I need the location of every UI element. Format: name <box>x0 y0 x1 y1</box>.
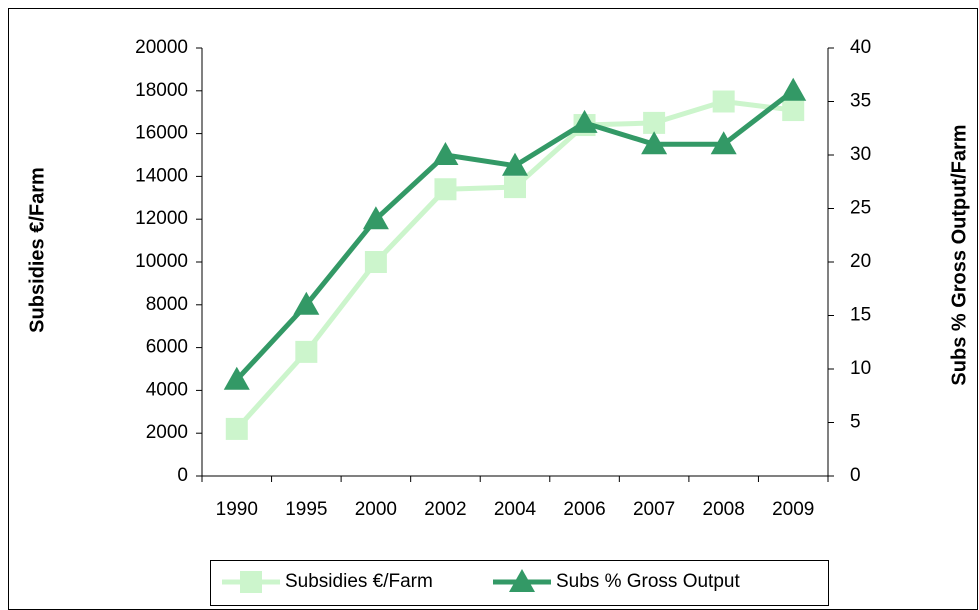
y2-tick-label: 0 <box>850 465 861 486</box>
y2-tick-label: 25 <box>850 198 871 219</box>
chart-border <box>8 8 978 610</box>
y2-tick-label: 10 <box>850 358 871 379</box>
x-tick-label: 2002 <box>424 499 466 520</box>
y2-tick-label: 15 <box>850 305 871 326</box>
series-marker <box>780 77 807 101</box>
y-tick-label: 14000 <box>135 165 188 186</box>
y-tick-label: 12000 <box>135 208 188 229</box>
series-marker <box>782 99 805 122</box>
series-marker <box>710 131 737 155</box>
series-marker <box>364 251 387 273</box>
y2-tick-label: 30 <box>850 144 871 165</box>
y2-axis-title: Subs % Gross Output/Farm <box>948 124 970 385</box>
series-marker <box>223 366 250 390</box>
y2-tick-label: 35 <box>850 91 871 112</box>
legend-marker <box>240 571 262 593</box>
x-tick-label: 1995 <box>285 499 327 520</box>
series-marker <box>571 109 598 133</box>
series-marker <box>504 176 526 199</box>
series-marker <box>434 178 457 201</box>
x-tick-label: 2000 <box>355 499 397 520</box>
y2-tick-label: 5 <box>850 412 861 433</box>
series-marker <box>225 417 248 440</box>
y-tick-label: 20000 <box>135 37 188 58</box>
series-marker <box>643 111 666 134</box>
series-marker <box>641 131 668 155</box>
legend-label: Subs % Gross Output <box>556 571 740 592</box>
y-tick-label: 0 <box>177 465 188 486</box>
series-marker <box>362 206 389 230</box>
x-tick-label: 2008 <box>703 499 745 520</box>
x-tick-label: 2009 <box>772 499 814 520</box>
x-tick-label: 2007 <box>633 499 675 520</box>
y2-tick-label: 40 <box>850 37 871 58</box>
series-marker <box>293 291 320 315</box>
y-tick-label: 16000 <box>135 123 188 144</box>
y-tick-label: 2000 <box>146 422 188 443</box>
series-marker <box>712 90 735 113</box>
x-tick-label: 1990 <box>216 499 258 520</box>
y2-tick-label: 20 <box>850 251 871 272</box>
y-tick-label: 8000 <box>146 294 188 315</box>
series-marker <box>432 142 459 165</box>
legend-marker <box>509 569 535 592</box>
y-tick-label: 18000 <box>135 80 188 101</box>
y-tick-label: 6000 <box>146 337 188 358</box>
legend-label: Subsidies €/Farm <box>285 571 433 592</box>
x-tick-label: 2004 <box>494 499 537 520</box>
y-tick-label: 10000 <box>135 251 188 272</box>
y-axis-title: Subsidies €/Farm <box>26 167 48 333</box>
x-tick-label: 2006 <box>563 499 605 520</box>
series-marker <box>295 340 318 363</box>
y-tick-label: 4000 <box>146 379 188 400</box>
series-marker <box>502 152 528 176</box>
